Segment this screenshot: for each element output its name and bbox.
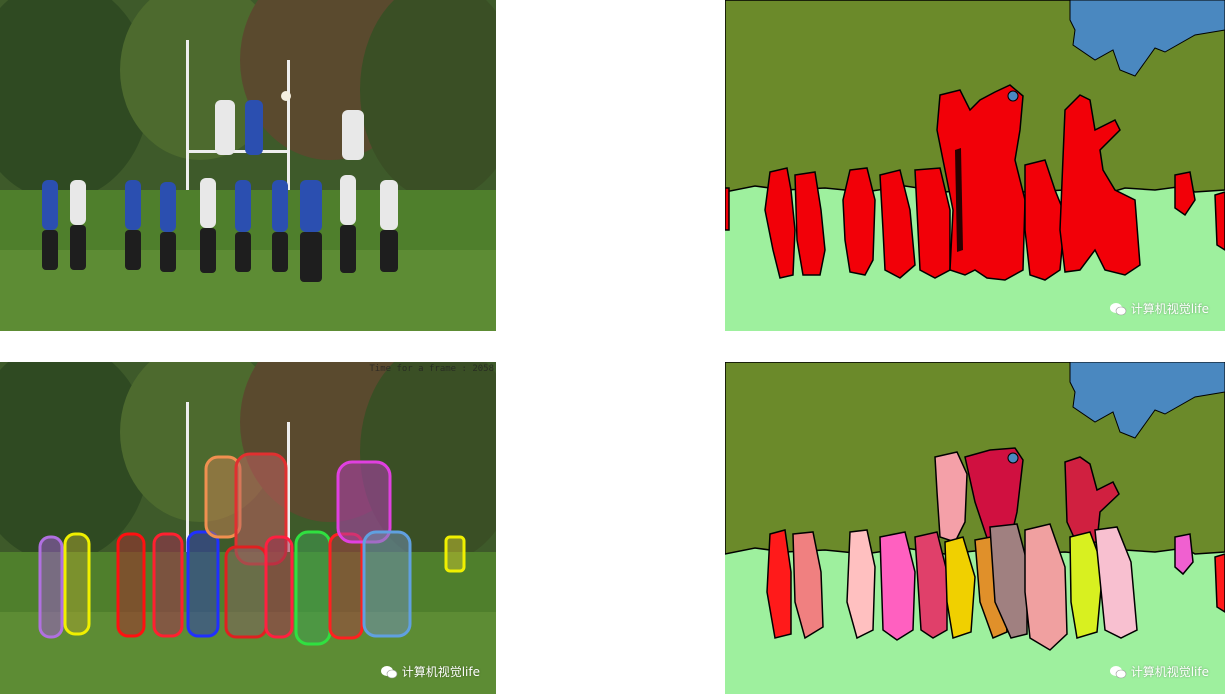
wechat-icon	[380, 665, 398, 679]
wechat-icon	[1109, 302, 1127, 316]
watermark: 计算机视觉life	[1109, 663, 1209, 680]
watermark: 计算机视觉life	[1109, 300, 1209, 317]
frame-time-text: Time for a frame : 2058	[369, 364, 494, 374]
semantic-segmentation-map	[725, 0, 1225, 331]
watermark-text: 计算机视觉life	[1130, 665, 1209, 679]
original-photo	[0, 0, 496, 331]
instance-overlay-panel: Time for a frame : 2058 计算机视觉life	[0, 362, 496, 694]
watermark-text: 计算机视觉life	[401, 665, 480, 679]
instance-segmentation-map	[725, 362, 1225, 694]
wechat-icon	[1109, 665, 1127, 679]
instance-overlay-photo	[0, 362, 496, 694]
watermark: 计算机视觉life	[380, 663, 480, 680]
original-photo-panel	[0, 0, 496, 331]
watermark-text: 计算机视觉life	[1130, 302, 1209, 316]
instance-segmentation-panel: 计算机视觉life	[725, 362, 1225, 694]
semantic-segmentation-panel: 计算机视觉life	[725, 0, 1225, 331]
